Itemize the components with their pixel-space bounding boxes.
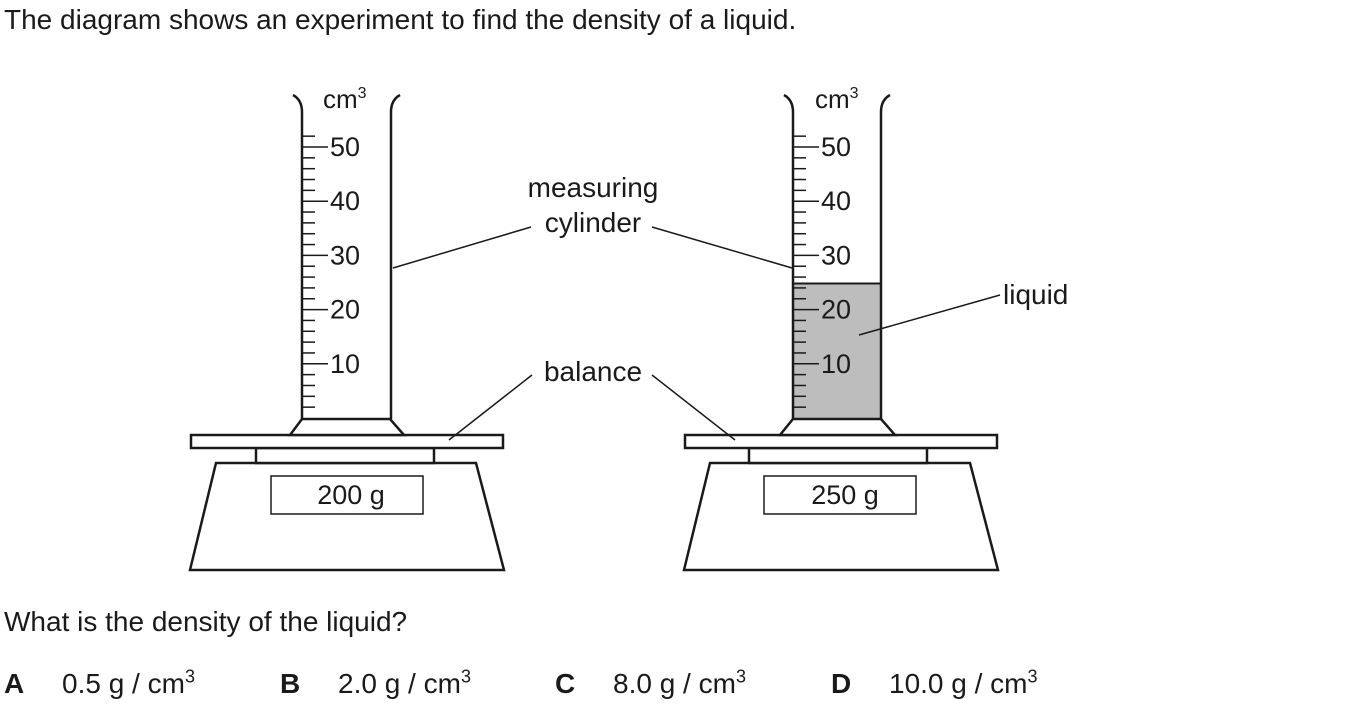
leader-balance-left xyxy=(448,374,533,441)
left-apparatus: 200 g 50 40 30 20 10 cm3 xyxy=(188,84,506,572)
label-cylinder: cylinder xyxy=(545,207,641,238)
scale-tick-label: 40 xyxy=(330,186,360,216)
label-measuring: measuring xyxy=(528,172,659,203)
scale-tick-label: 50 xyxy=(821,132,851,162)
left-balance-display xyxy=(270,475,424,515)
left-scale-unit: cm3 xyxy=(323,84,367,114)
scale-tick-label: 30 xyxy=(330,240,360,270)
leader-liquid xyxy=(858,294,1001,336)
liquid-fill xyxy=(793,283,880,419)
option-value: 0.5 g / cm3 xyxy=(62,666,195,699)
option-letter: A xyxy=(4,668,25,699)
right-apparatus: 250 g 50 40 30 20 10 cm3 xyxy=(682,84,1000,572)
option-letter: D xyxy=(831,668,852,699)
scale-tick-label: 50 xyxy=(330,132,360,162)
left-cylinder-base xyxy=(287,417,407,437)
scale-tick-label: 20 xyxy=(821,295,851,325)
leader-balance-right xyxy=(651,374,736,441)
right-cylinder-base xyxy=(777,417,898,437)
right-cylinder-scale: 50 40 30 20 10 xyxy=(794,132,851,408)
option-letter: C xyxy=(555,668,576,699)
option-value: 10.0 g / cm3 xyxy=(889,666,1038,699)
left-cylinder-wall-left xyxy=(292,93,304,419)
right-cylinder-wall-right xyxy=(879,93,891,419)
question-text: What is the density of the liquid? xyxy=(4,606,408,637)
label-balance: balance xyxy=(544,356,642,387)
left-balance-reading: 200 g xyxy=(317,480,385,510)
scale-tick-label: 10 xyxy=(821,349,851,379)
option-value: 8.0 g / cm3 xyxy=(613,666,746,699)
option-value: 2.0 g / cm3 xyxy=(338,666,471,699)
right-balance-stem xyxy=(747,446,929,465)
right-balance-display xyxy=(763,475,917,515)
right-balance-reading: 250 g xyxy=(811,480,879,510)
right-cylinder-wall-left xyxy=(783,93,795,419)
left-balance-pan xyxy=(189,433,505,450)
experiment-diagram: 200 g 50 40 30 20 10 cm3 250 g 50 40 30 20 10 cm… xyxy=(188,84,1068,572)
intro-text: The diagram shows an experiment to find … xyxy=(4,4,797,35)
scale-tick-label: 40 xyxy=(821,186,851,216)
leader-cylinder-right xyxy=(651,226,793,269)
left-balance-stem xyxy=(254,446,436,465)
option-letter: B xyxy=(280,668,301,699)
right-scale-unit: cm3 xyxy=(815,84,859,114)
left-cylinder-wall-right xyxy=(389,93,401,419)
scale-tick-label: 10 xyxy=(330,349,360,379)
scale-tick-label: 30 xyxy=(821,240,851,270)
label-liquid: liquid xyxy=(1003,279,1068,310)
leader-cylinder-left xyxy=(392,226,532,269)
scale-tick-label: 20 xyxy=(330,295,360,325)
left-cylinder-scale: 50 40 30 20 10 xyxy=(303,132,360,408)
